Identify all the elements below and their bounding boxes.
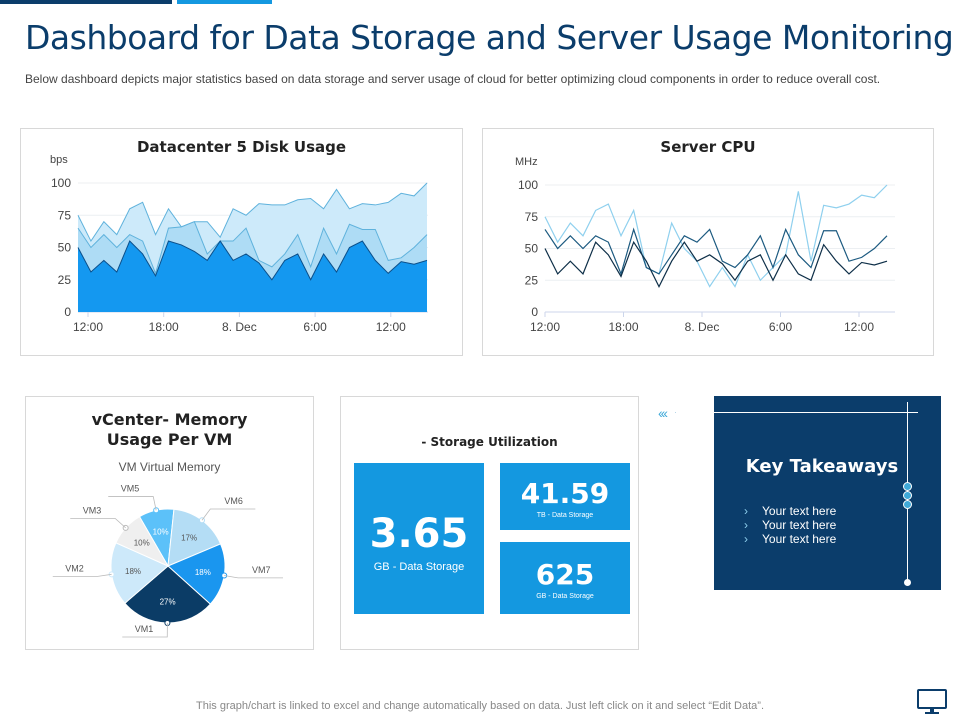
- server-cpu-panel[interactable]: Server CPU: [482, 128, 934, 356]
- chevrons-left-icon: ‹‹‹: [658, 405, 668, 421]
- pie-chart-title: vCenter- Memory Usage Per VM: [91, 410, 248, 449]
- page-description: Below dashboard depicts major statistics…: [25, 72, 881, 86]
- monitor-icon: [917, 689, 947, 715]
- takeaways-list: › Your text here › Your text here › Your te…: [744, 504, 836, 546]
- dot-icon: [904, 579, 911, 586]
- storage-tile-gb-large: 3.65 GB - Data Storage: [354, 463, 484, 614]
- storage-value: 41.59: [520, 477, 610, 510]
- disk-chart-title: Datacenter 5 Disk Usage: [136, 138, 347, 156]
- storage-label: GB - Data Storage: [536, 593, 594, 600]
- storage-tile-gb: 625 GB - Data Storage: [500, 542, 630, 614]
- takeaway-item: › Your text here: [744, 532, 837, 546]
- dot-icon: [903, 500, 912, 509]
- takeaway-item: › Your text here: [744, 504, 837, 518]
- key-takeaways-panel: Key Takeaways › Your text here › Your text…: [676, 396, 941, 590]
- cpu-chart-title: Server CPU: [660, 138, 756, 156]
- top-line: [676, 412, 918, 413]
- takeaway-item: › Your text here: [744, 518, 837, 532]
- storage-value: 3.65: [369, 511, 469, 557]
- accent-bar-blue: [177, 0, 272, 4]
- memory-usage-panel[interactable]: vCenter- Memory Usage Per VM VM Virtual …: [25, 396, 314, 650]
- dot-icon: [903, 482, 912, 491]
- footer-note: This graph/chart is linked to excel and …: [195, 700, 765, 712]
- pie-chart-subtitle: VM Virtual Memory: [118, 460, 221, 474]
- storage-label: TB - Data Storage: [536, 512, 594, 519]
- disk-usage-panel[interactable]: Datacenter 5 Disk Usage: [20, 128, 463, 356]
- accent-bar-dark: [0, 0, 172, 4]
- takeaways-title: Key Takeaways: [745, 456, 899, 477]
- storage-tile-tb: 41.59 TB - Data Storage: [500, 463, 630, 530]
- dot-icon: [903, 491, 912, 500]
- storage-label: GB - Data Storage: [373, 561, 465, 573]
- storage-value: 625: [535, 558, 595, 591]
- page-title: Dashboard for Data Storage and Server Us…: [25, 18, 954, 57]
- storage-title: - Storage Utilization: [421, 435, 558, 449]
